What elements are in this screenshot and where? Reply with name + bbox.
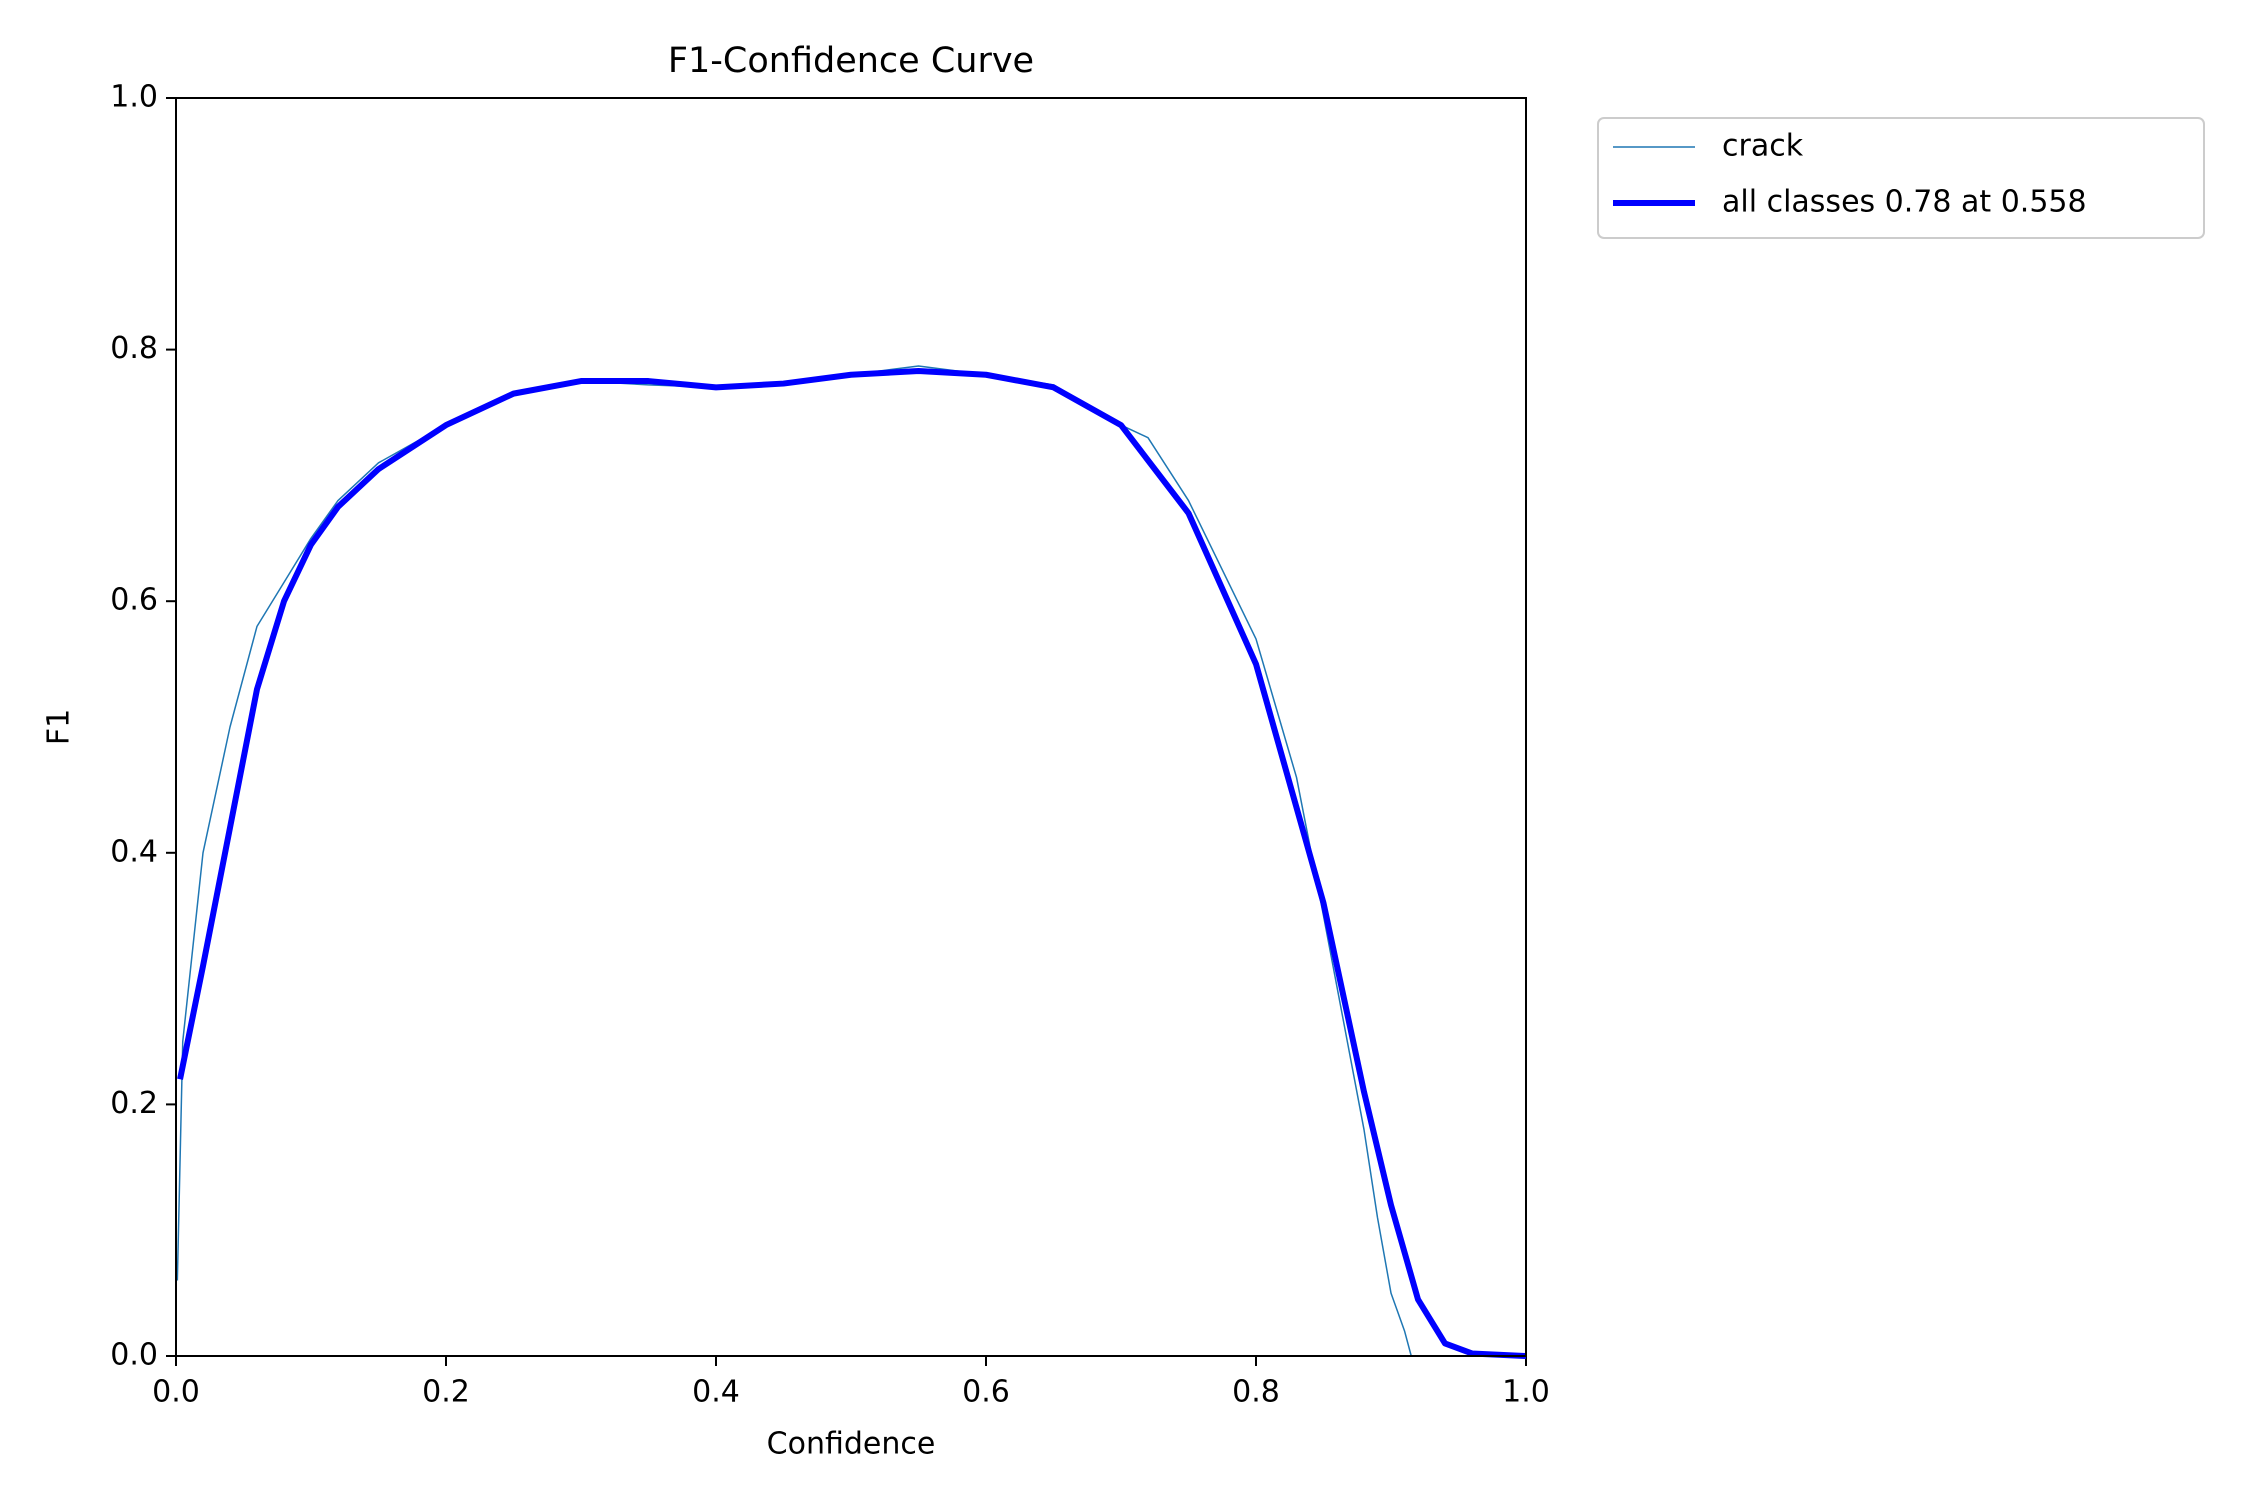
y-tick-label: 0.0 [110, 1338, 158, 1373]
y-tick-label: 0.4 [110, 834, 158, 869]
y-tick-label: 1.0 [110, 80, 158, 115]
x-tick-label: 0.6 [962, 1375, 1010, 1410]
legend-label: all classes 0.78 at 0.558 [1722, 185, 2087, 220]
x-axis-label: Confidence [767, 1427, 936, 1462]
chart-title: F1-Confidence Curve [668, 41, 1034, 81]
series-line [177, 367, 1527, 1359]
y-tick-label: 0.8 [110, 331, 158, 366]
x-tick-label: 0.2 [422, 1375, 470, 1410]
x-tick-label: 0.8 [1232, 1375, 1280, 1410]
x-tick-label: 0.0 [152, 1375, 200, 1410]
x-tick-label: 1.0 [1502, 1375, 1550, 1410]
y-tick-label: 0.6 [110, 583, 158, 618]
legend-label: crack [1722, 129, 1804, 164]
y-axis-label: F1 [42, 709, 77, 745]
y-tick-label: 0.2 [110, 1086, 158, 1121]
x-tick-label: 0.4 [692, 1375, 740, 1410]
legend-box [1597, 117, 2205, 239]
plot-frame [175, 97, 1527, 1357]
